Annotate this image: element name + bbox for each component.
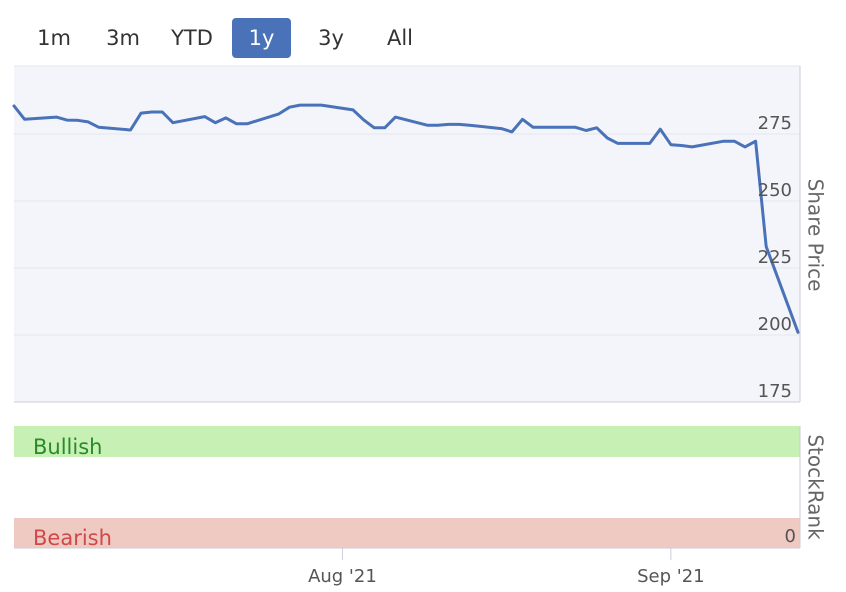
stockrank-panel: Bullish Bearish 0 StockRank — [14, 426, 828, 550]
range-selector: 1m 3m YTD 1y 3y All — [0, 16, 480, 60]
price-panel: 175 200 225 250 275 Share Price — [12, 65, 828, 403]
x-tick-label-1: Sep '21 — [637, 566, 705, 587]
bearish-label: Bearish — [33, 526, 112, 550]
bullish-band — [14, 426, 800, 457]
price-tick-225: 225 — [758, 247, 792, 268]
price-gridlines — [14, 133, 800, 336]
range-button-3y[interactable]: 3y — [318, 26, 344, 50]
bearish-band — [14, 518, 800, 548]
stockrank-tick-label: 0 — [785, 526, 796, 547]
price-tick-labels: 175 200 225 250 275 — [758, 113, 792, 402]
bullish-label: Bullish — [33, 435, 102, 459]
share-price-axis-title: Share Price — [804, 179, 828, 292]
price-tick-275: 275 — [758, 113, 792, 134]
x-axis: Aug '21 Sep '21 — [308, 548, 705, 587]
range-button-1m[interactable]: 1m — [37, 26, 71, 50]
range-button-1y[interactable]: 1y — [232, 18, 291, 58]
price-series-line — [12, 103, 800, 334]
x-tick-label-0: Aug '21 — [308, 566, 377, 587]
stockrank-axis-title: StockRank — [804, 434, 828, 540]
range-button-ytd[interactable]: YTD — [171, 26, 213, 50]
price-plot-background — [14, 66, 800, 402]
price-tick-250: 250 — [758, 180, 792, 201]
range-button-all[interactable]: All — [386, 26, 414, 50]
price-tick-175: 175 — [758, 381, 792, 402]
range-button-3m[interactable]: 3m — [106, 26, 140, 50]
price-tick-200: 200 — [758, 314, 792, 335]
